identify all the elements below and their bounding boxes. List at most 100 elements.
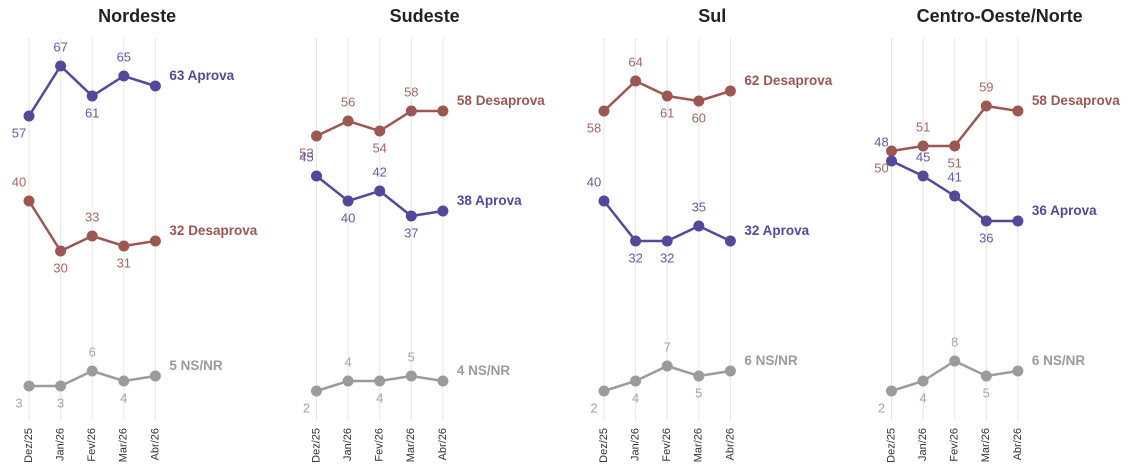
x-tick-label: Abr/26 [1012,428,1024,460]
point [55,245,67,257]
data-label: 61 [660,105,674,120]
data-label: 5 [408,349,415,364]
x-tick-label: Fev/26 [661,428,673,462]
point [886,155,897,167]
x-tick-label: Abr/26 [437,428,449,460]
point [23,380,35,392]
series-name: Desaprova [763,73,833,88]
data-label: 48 [874,134,888,149]
data-label: 2 [590,400,597,415]
data-label: 41 [947,169,961,184]
point [724,365,736,377]
point [949,355,961,367]
point [118,375,130,387]
x-tick-label: Dez/25 [310,428,322,463]
point [374,185,386,197]
data-label: 65 [117,49,131,64]
point [311,130,322,142]
point [342,195,354,207]
data-label: 2 [303,400,310,415]
point [86,230,98,242]
series-name: NS/NR [181,358,223,373]
point [630,75,642,87]
end-label: 63 Aprova [169,68,234,83]
data-label: 4 [919,390,926,405]
end-label: 5 NS/NR [169,358,223,373]
end-label: 4 NS/NR [457,363,511,378]
point [311,170,322,182]
data-label: 30 [53,260,67,275]
x-tick-label: Jan/26 [342,428,354,461]
data-label: 42 [372,164,386,179]
series-name: Desaprova [476,93,546,108]
panel: Nordeste Dez/25 Jan/26 Fev/26 Mar/26 Abr/26 57… [12,6,258,463]
point [886,385,897,397]
point [917,140,929,152]
panel-title: Centro-Oeste/Norte [917,6,1083,26]
series-name: Desaprova [1051,93,1121,108]
end-value: 38 [457,193,473,208]
x-tick-label: Jan/26 [630,428,642,461]
x-tick-label: Dez/25 [885,428,897,463]
data-label: 60 [692,110,706,125]
data-label: 36 [979,230,993,245]
end-value: 6 [744,353,752,368]
data-label: 58 [587,120,601,135]
data-label: 37 [404,225,418,240]
end-label: 36 Aprova [1032,203,1097,218]
x-tick-label: Abr/26 [149,428,161,460]
data-label: 61 [85,105,99,120]
point [118,70,130,82]
data-label: 31 [117,255,131,270]
data-label: 7 [664,339,671,354]
x-tick-label: Abr/26 [724,428,736,460]
point [1012,215,1024,227]
end-label: 62 Desaprova [744,73,832,88]
x-tick-label: Fev/26 [374,428,386,462]
point [980,215,992,227]
x-tick-label: Mar/26 [693,428,705,462]
end-value: 5 [169,358,177,373]
point [405,370,417,382]
data-label: 5 [695,385,702,400]
data-label: 3 [15,395,22,410]
end-value: 4 [457,363,465,378]
series-name: NS/NR [468,363,510,378]
point [55,60,67,72]
point [118,240,130,252]
panel-title: Sudeste [390,6,460,26]
end-value: 32 [169,223,184,238]
data-label: 50 [874,160,888,175]
data-label: 4 [632,390,639,405]
data-label: 51 [916,119,930,134]
x-tick-label: Mar/26 [118,428,130,462]
point [405,105,417,117]
end-label: 58 Desaprova [457,93,545,108]
series-name: NS/NR [1043,353,1085,368]
point [1012,105,1024,117]
point [149,370,161,382]
point [724,85,736,97]
x-tick-label: Mar/26 [405,428,417,462]
data-label: 6 [89,344,96,359]
end-label: 58 Desaprova [1032,93,1120,108]
point [949,140,961,152]
point [661,235,673,247]
series-name: Aprova [1050,203,1097,218]
end-label: 32 Desaprova [169,223,257,238]
point [437,205,449,217]
data-label: 5 [983,385,990,400]
data-label: 45 [916,149,930,164]
data-label: 51 [947,155,961,170]
point [886,145,897,157]
point [1012,365,1024,377]
point [980,370,992,382]
end-value: 63 [169,68,185,83]
point [980,100,992,112]
point [693,220,705,232]
series-name: Aprova [475,193,522,208]
point [23,195,35,207]
point [86,365,98,377]
